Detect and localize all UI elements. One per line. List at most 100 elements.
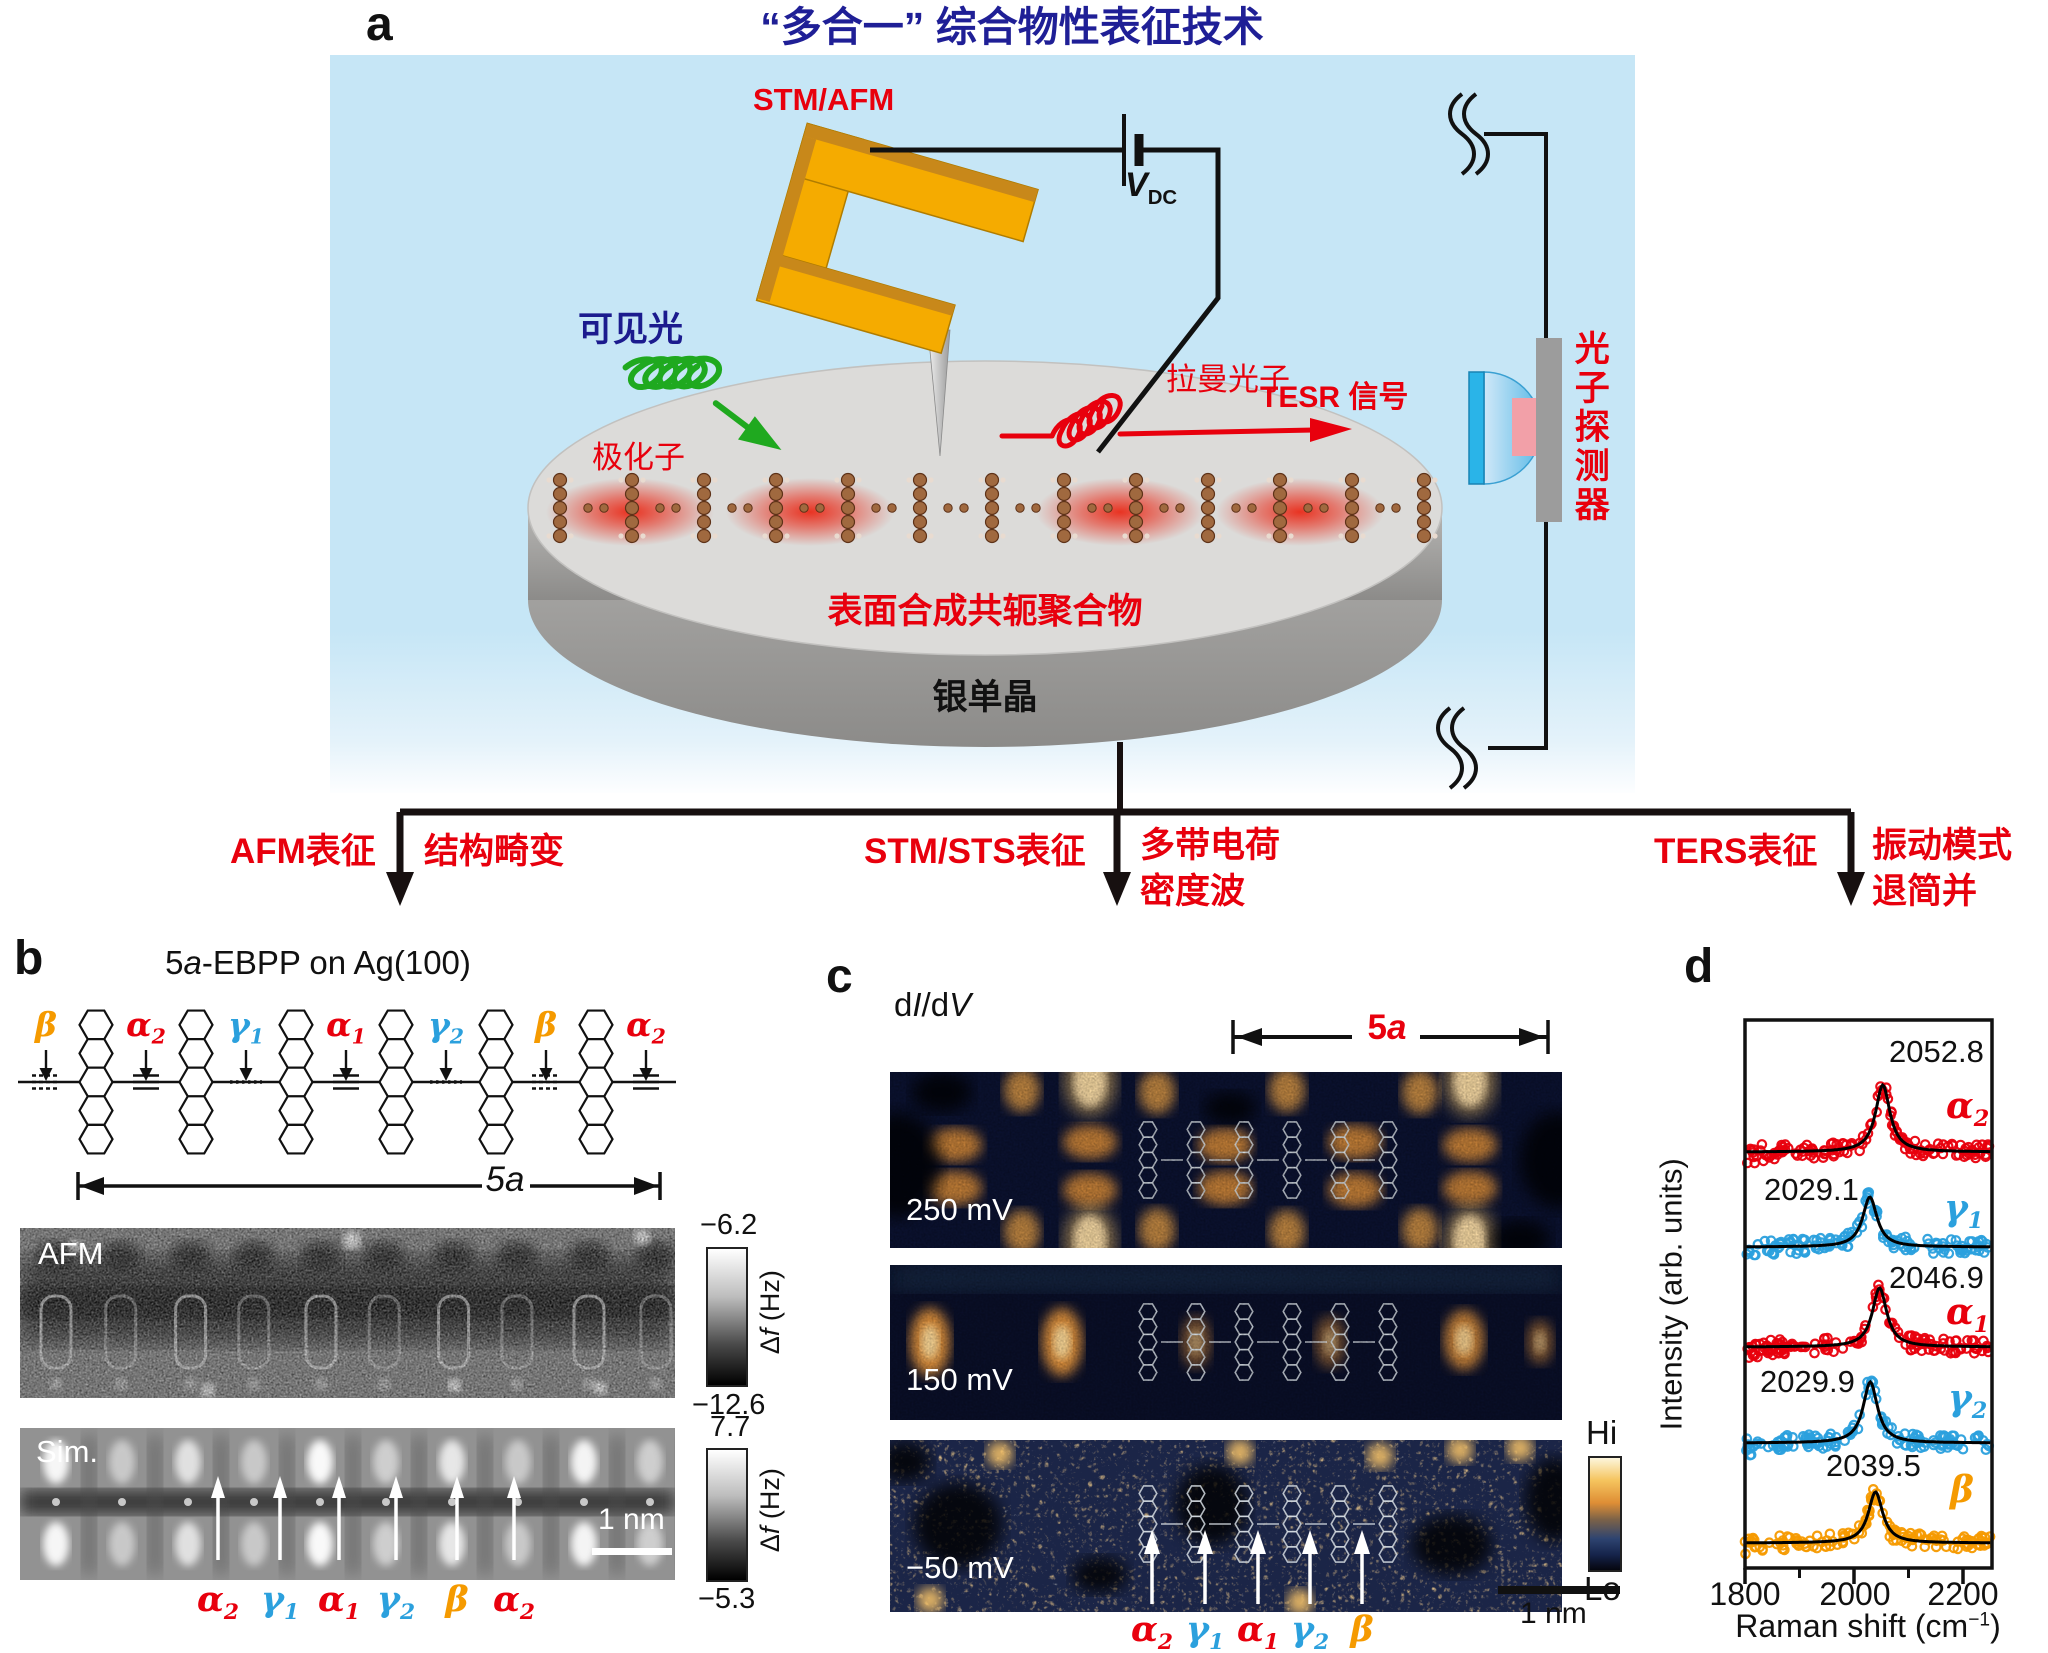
visible-light-wave-icon: [622, 355, 782, 451]
bond-label-β: β: [535, 1005, 557, 1044]
battery-icon: [1122, 114, 1144, 186]
panel-b-label: b: [14, 932, 44, 985]
sim-site-label-α1: α1: [317, 1579, 361, 1625]
series-label-γ1: γ1: [1944, 1187, 1984, 1235]
peak-value-α1: 2046.9: [1889, 1260, 1984, 1295]
raman-photon-label: 拉曼光子: [1166, 362, 1290, 397]
b-span-label: 5a: [485, 1160, 525, 1199]
bias-label-250mV: 250 mV: [906, 1192, 1013, 1227]
branch-afm-result: 结构畸变: [424, 832, 565, 871]
b-title-post: -EBPP on Ag(100): [201, 944, 471, 981]
photon-detector-label: 光子探测器: [1569, 330, 1609, 525]
afm-image: [20, 1228, 675, 1398]
sim-colorbar: [706, 1448, 748, 1582]
plot-box: [1743, 1018, 1994, 1570]
figure-title: “多合一” 综合物性表征技术: [760, 4, 1264, 50]
vdc-label: VDC: [1125, 166, 1177, 209]
branch-arrows: [386, 742, 1865, 906]
branch-ters-result1: 振动模式: [1872, 826, 2013, 865]
branch-sts-result2: 密度波: [1140, 872, 1246, 911]
tesr-signal-label: TESR 信号: [1260, 381, 1409, 414]
sim-scale-bar-label: 1 nm: [598, 1503, 665, 1536]
b-span-pre: 5: [485, 1160, 505, 1199]
didv-map-minus50mV: [890, 1440, 1562, 1612]
hz-unit: (Hz): [754, 1468, 785, 1527]
peak-value-β: 2039.5: [1826, 1448, 1921, 1483]
bias-circuit-wire: [870, 147, 1221, 454]
afm-colorbar: [706, 1247, 748, 1387]
map-site-label-γ1: γ1: [1185, 1609, 1225, 1653]
b-title-pre: 5: [165, 944, 184, 981]
b-span-arrow: [76, 1172, 662, 1200]
photon-detector-bar: [1536, 338, 1562, 522]
didv-map-250mV: [890, 1072, 1562, 1248]
didv-d2: /d: [921, 986, 950, 1023]
panel-a-label: a: [366, 0, 393, 51]
series-label-γ2: γ2: [1948, 1377, 1988, 1425]
vdc-main: V: [1125, 166, 1148, 204]
branch-sts-method: STM/STS表征: [864, 832, 1086, 871]
x-axis-ticks: [1743, 1568, 1965, 1584]
d-tick-2200: 2200: [1927, 1576, 1999, 1612]
c-span-label: 5a: [1367, 1008, 1407, 1047]
delta: Δ: [754, 1534, 785, 1553]
raman-spectra-plot: [1739, 1081, 1996, 1560]
c-span-arrow: [1231, 1020, 1550, 1054]
detector-active-area: [1512, 398, 1536, 456]
b-span-it: a: [505, 1160, 525, 1199]
bond-label-α2: α2: [626, 1005, 666, 1049]
bias-label-150mV: 150 mV: [906, 1362, 1013, 1397]
wire-break-icon: [1448, 92, 1490, 176]
didv-V: V: [949, 986, 972, 1023]
visible-light-label: 可见光: [578, 310, 684, 349]
delta: Δ: [754, 1336, 785, 1355]
series-label-α2: α2: [1946, 1085, 1990, 1133]
c-scale-bar-label: 1 nm: [1520, 1597, 1587, 1630]
c-span-it: a: [1387, 1008, 1407, 1047]
series-label-α1: α1: [1946, 1291, 1990, 1339]
bond-label-γ1: γ1: [227, 1005, 265, 1049]
sim-scale-bar: [592, 1548, 672, 1555]
peak-value-γ1: 2029.1: [1764, 1172, 1859, 1207]
xlabel-sup: −1: [1968, 1609, 1991, 1631]
hz-unit: (Hz): [754, 1270, 785, 1329]
afm-image-label: AFM: [38, 1236, 104, 1271]
silver-crystal-label: 银单晶: [932, 678, 1038, 717]
panel-a-scene: [330, 55, 1865, 906]
tuning-fork-sensor: [755, 122, 1039, 355]
branch-ters-method: TERS表征: [1654, 832, 1818, 871]
sim-cbar-unit: Δf (Hz): [754, 1440, 785, 1580]
polymer-chain: [546, 472, 1438, 544]
c-cbar-lo: Lo: [1584, 1570, 1621, 1607]
bond-label-γ2: γ2: [427, 1005, 465, 1049]
sim-site-label-α2: α2: [196, 1579, 240, 1625]
branch-ters-result2: 退简并: [1872, 872, 1978, 911]
map-site-label-α1: α1: [1236, 1609, 1280, 1653]
peak-value-α2: 2052.8: [1889, 1034, 1984, 1069]
map-site-label-α2: α2: [1130, 1609, 1174, 1653]
polymer-label: 表面合成共轭聚合物: [827, 592, 1143, 631]
sim-image: [20, 1428, 675, 1580]
afm-cbar-min: −12.6: [692, 1389, 766, 1421]
chemical-structure: [18, 1009, 676, 1155]
map-site-label-β: β: [1350, 1609, 1374, 1650]
d-tick-1800: 1800: [1709, 1576, 1781, 1612]
wire-break-icon: [1436, 706, 1478, 790]
sim-site-label-β: β: [445, 1579, 469, 1620]
b-title: 5a-EBPP on Ag(100): [165, 944, 471, 981]
didv-label: dI/dV: [894, 986, 972, 1023]
xlabel-post: ): [1990, 1608, 2001, 1644]
didv-d1: d: [894, 986, 913, 1023]
afm-cbar-unit: Δf (Hz): [754, 1242, 785, 1382]
c-span-pre: 5: [1367, 1008, 1387, 1047]
series-label-β: β: [1950, 1469, 1974, 1511]
branch-afm-method: AFM表征: [230, 832, 376, 871]
sim-cbar-min: −5.3: [698, 1583, 756, 1615]
b-title-italic: a: [183, 944, 202, 981]
stm-afm-label: STM/AFM: [753, 82, 895, 117]
map-site-label-γ2: γ2: [1290, 1609, 1330, 1653]
afm-cbar-max: −6.2: [700, 1209, 758, 1241]
didv-map-150mV: [890, 1265, 1562, 1420]
sim-site-label-γ1: γ1: [260, 1579, 300, 1625]
